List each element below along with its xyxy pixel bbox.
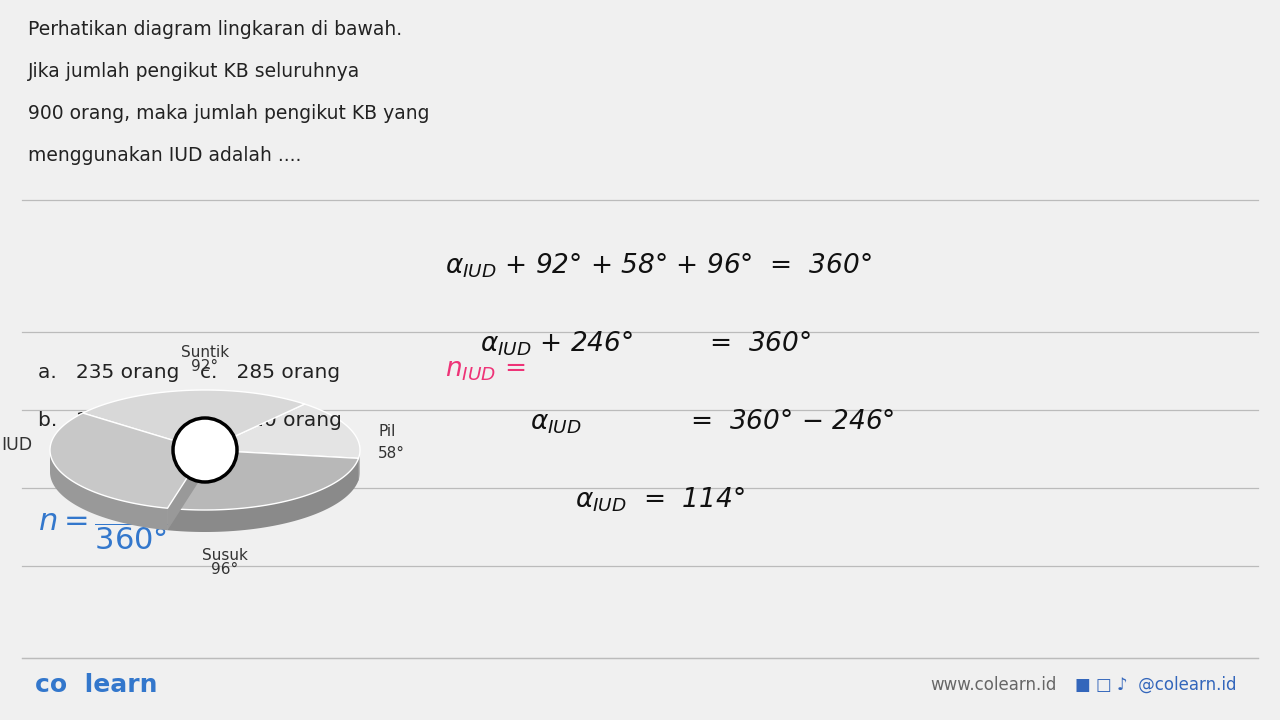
Polygon shape xyxy=(205,450,358,480)
Text: Perhatikan diagram lingkaran di bawah.: Perhatikan diagram lingkaran di bawah. xyxy=(28,20,402,39)
Polygon shape xyxy=(168,450,205,530)
Polygon shape xyxy=(83,390,305,450)
Text: $\alpha_{IUD}$ + 246°         =  360°: $\alpha_{IUD}$ + 246° = 360° xyxy=(480,330,812,359)
Polygon shape xyxy=(168,450,358,510)
Text: $\alpha_{IUD}$             =  360° − 246°: $\alpha_{IUD}$ = 360° − 246° xyxy=(530,408,895,436)
Text: d.   310 orang: d. 310 orang xyxy=(200,410,342,430)
Text: Suntik: Suntik xyxy=(180,345,229,360)
Text: co  learn: co learn xyxy=(35,673,157,697)
Polygon shape xyxy=(205,450,358,480)
Text: a.   235 orang: a. 235 orang xyxy=(38,362,179,382)
Text: $\alpha_{IUD}$ + 92° + 58° + 96°  =  360°: $\alpha_{IUD}$ + 92° + 58° + 96° = 360° xyxy=(445,252,872,280)
Text: IUD: IUD xyxy=(1,436,32,454)
Polygon shape xyxy=(205,404,360,459)
Text: 900 orang, maka jumlah pengikut KB yang: 900 orang, maka jumlah pengikut KB yang xyxy=(28,104,430,123)
Text: $\alpha_{IUD}$  =  114°: $\alpha_{IUD}$ = 114° xyxy=(575,486,745,514)
Text: menggunakan IUD adalah ....: menggunakan IUD adalah .... xyxy=(28,146,301,165)
Text: c.   285 orang: c. 285 orang xyxy=(200,362,340,382)
Text: 96°: 96° xyxy=(211,562,238,577)
Text: Susuk: Susuk xyxy=(202,548,248,563)
Circle shape xyxy=(173,418,237,482)
Text: $n = \dfrac{\alpha}{360°} \cdot N$: $n = \dfrac{\alpha}{360°} \cdot N$ xyxy=(38,498,218,552)
Text: Pil: Pil xyxy=(378,425,396,439)
Polygon shape xyxy=(50,450,168,530)
Text: Jika jumlah pengikut KB seluruhnya: Jika jumlah pengikut KB seluruhnya xyxy=(28,62,360,81)
Polygon shape xyxy=(168,459,358,532)
Text: 92°: 92° xyxy=(192,359,219,374)
Text: ■ □ ♪  @colearn.id: ■ □ ♪ @colearn.id xyxy=(1075,676,1236,694)
Polygon shape xyxy=(50,413,205,508)
Text: $n_{IUD}$ =: $n_{IUD}$ = xyxy=(445,357,525,383)
Polygon shape xyxy=(168,450,205,530)
Text: 58°: 58° xyxy=(378,446,404,461)
Text: www.colearn.id: www.colearn.id xyxy=(931,676,1056,694)
Polygon shape xyxy=(358,450,360,480)
Text: b.   260 orang: b. 260 orang xyxy=(38,410,180,430)
